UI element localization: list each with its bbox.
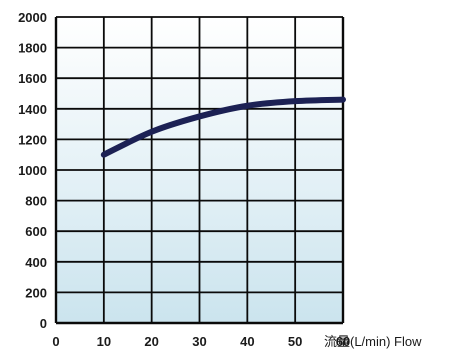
y-tick-label-200: 200 bbox=[25, 285, 47, 300]
y-tick-label-800: 800 bbox=[25, 194, 47, 209]
y-tick-label-1000: 1000 bbox=[18, 163, 47, 178]
y-axis-tick-labels: 0 200 400 600 800 1000 1200 1400 1600 1800 2000 bbox=[18, 10, 47, 331]
x-tick-label-20: 20 bbox=[144, 334, 158, 349]
x-tick-label-60: 60 bbox=[336, 334, 350, 349]
x-tick-label-10: 10 bbox=[97, 334, 111, 349]
x-tick-label-0: 0 bbox=[52, 334, 59, 349]
y-tick-label-400: 400 bbox=[25, 255, 47, 270]
y-tick-label-0: 0 bbox=[40, 316, 47, 331]
series-line-0 bbox=[100, 96, 346, 158]
grid-lines bbox=[54, 16, 345, 325]
y-tick-label-1400: 1400 bbox=[18, 102, 47, 117]
y-tick-label-1600: 1600 bbox=[18, 71, 47, 86]
x-axis-title: 流量(L/min) Flow bbox=[324, 334, 422, 349]
y-tick-label-2000: 2000 bbox=[18, 10, 47, 25]
x-tick-label-50: 50 bbox=[288, 334, 302, 349]
x-tick-label-40: 40 bbox=[240, 334, 254, 349]
series-layer bbox=[100, 96, 346, 158]
x-axis-tick-labels: 0 10 20 30 40 50 60 bbox=[52, 334, 350, 349]
x-tick-label-30: 30 bbox=[192, 334, 206, 349]
y-tick-label-1800: 1800 bbox=[18, 41, 47, 56]
y-tick-label-1200: 1200 bbox=[18, 132, 47, 147]
y-tick-label-600: 600 bbox=[25, 224, 47, 239]
